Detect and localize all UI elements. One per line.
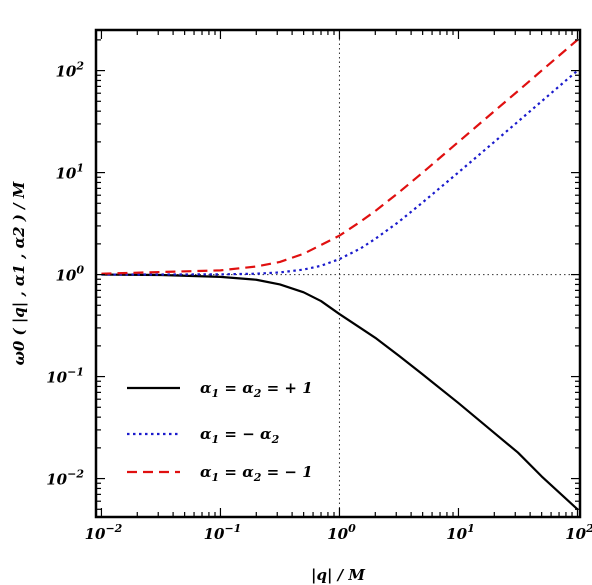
y-tick-label: 102 (55, 60, 84, 81)
legend: α1 = α2 = + 1 α1 = − α2 α1 = α2 = − 1 (127, 379, 313, 484)
x-tick-label: 10−1 (204, 522, 242, 543)
legend-label-1: α1 = α2 = + 1 (200, 379, 313, 400)
x-tick-label: 10−2 (85, 522, 123, 543)
y-tick-label: 10−1 (46, 366, 84, 387)
plot-frame (94, 28, 582, 519)
series-line-1 (101, 273, 579, 511)
y-tick-label: 100 (55, 264, 84, 285)
series-line-2 (101, 69, 579, 276)
x-tick-label: 101 (446, 522, 475, 543)
ticks (95, 30, 580, 517)
series-layer (101, 39, 579, 511)
reference-lines (96, 30, 580, 517)
x-tick-label: 102 (565, 522, 592, 543)
y-axis-title: ω0 ( |q| , α1 , α2 ) / M (10, 181, 28, 365)
tick-labels: 10−2 10−1 100 101 102 10−2 10−1 100 101 102 (46, 60, 592, 543)
legend-label-3: α1 = α2 = − 1 (200, 463, 313, 484)
series-line-3 (101, 39, 579, 275)
x-tick-label: 100 (327, 522, 356, 543)
y-tick-label: 10−2 (46, 468, 84, 489)
x-axis-title: |q| / M (311, 566, 365, 584)
legend-label-2: α1 = − α2 (200, 425, 280, 446)
y-tick-label: 101 (55, 162, 84, 183)
